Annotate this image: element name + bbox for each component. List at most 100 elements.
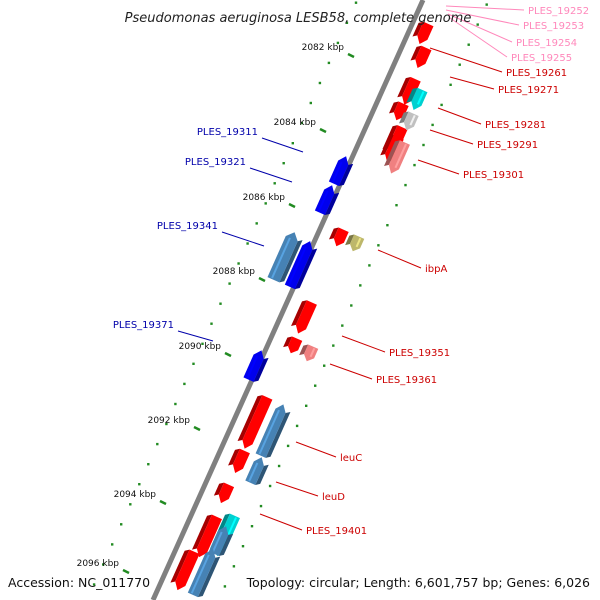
gene-label[interactable]: leuD: [322, 492, 345, 503]
kbp-major-tick: [347, 52, 355, 59]
forward-gene[interactable]: [382, 139, 410, 176]
forward-gene[interactable]: [328, 226, 349, 249]
gene-label[interactable]: leuC: [340, 453, 362, 464]
callout-line: [275, 481, 319, 497]
gene-highlight: [287, 246, 307, 286]
gene-side-face: [329, 227, 339, 240]
tick-dot: [354, 1, 358, 4]
reverse-gene[interactable]: [255, 402, 292, 459]
gene-label[interactable]: PLES_19301: [463, 170, 524, 181]
gene-label[interactable]: PLES_19341: [157, 221, 218, 232]
gene-label[interactable]: PLES_19291: [477, 140, 538, 151]
backbone-layer: [150, 0, 426, 600]
genome-stats-text: Topology: circular; Length: 6,601,757 bp…: [246, 575, 590, 590]
gene-side-face: [253, 357, 269, 382]
gene-highlight: [394, 143, 407, 169]
reverse-gene[interactable]: [314, 183, 341, 217]
tick-dot: [395, 204, 398, 207]
gene-side-face: [410, 45, 422, 61]
gene-layer: [169, 20, 434, 599]
callout-line: [417, 159, 460, 175]
forward-gene[interactable]: [236, 394, 273, 451]
tick-dot: [291, 142, 294, 145]
gene-label[interactable]: PLES_19255: [511, 53, 572, 64]
gene-label[interactable]: ibpA: [425, 264, 447, 275]
forward-gene[interactable]: [411, 20, 434, 46]
kbp-tick-label: 2096 kbp: [77, 559, 120, 569]
accession-text: Accession: NC_011770: [8, 575, 150, 590]
tick-dot: [323, 364, 326, 367]
forward-gene[interactable]: [212, 481, 235, 505]
tick-dot: [318, 81, 322, 85]
kbp-major-tick: [159, 499, 167, 506]
gene-highlight: [271, 237, 291, 279]
gene-label[interactable]: PLES_19261: [506, 68, 567, 79]
tick-dot: [120, 523, 123, 526]
forward-gene[interactable]: [289, 299, 317, 336]
forward-gene[interactable]: [398, 110, 419, 133]
tick-dot: [232, 565, 236, 568]
kbp-tick-label: 2086 kbp: [243, 193, 286, 203]
kbp-major-tick: [288, 202, 296, 209]
tick-dot: [92, 583, 96, 586]
reverse-gene[interactable]: [267, 230, 304, 284]
tick-dot: [282, 162, 285, 165]
gene-highlight: [416, 91, 425, 105]
forward-gene[interactable]: [169, 548, 200, 592]
tick-dot: [223, 585, 227, 588]
tick-dot: [273, 182, 276, 185]
gene-label[interactable]: PLES_19321: [185, 157, 246, 168]
gene-label[interactable]: PLES_19351: [389, 348, 450, 359]
tick-layer: 2082 kbp 2084 kbp 2086 kbp 2088 kbp 2090 kbp…: [77, 1, 488, 588]
tick-dot: [165, 422, 168, 426]
reverse-gene[interactable]: [208, 524, 235, 558]
tick-dot: [341, 324, 344, 327]
forward-gene[interactable]: [226, 447, 250, 475]
tick-dot: [129, 503, 132, 506]
gene-label[interactable]: PLES_19311: [197, 127, 258, 138]
tick-dot: [440, 103, 443, 107]
callout-line: [447, 13, 513, 43]
gene-label[interactable]: PLES_19252: [528, 6, 589, 17]
reverse-gene[interactable]: [284, 239, 319, 291]
gene-label[interactable]: PLES_19253: [523, 21, 584, 32]
gene-label[interactable]: PLES_19254: [516, 38, 577, 49]
gene-label[interactable]: PLES_19271: [498, 85, 559, 96]
gene-side-face: [192, 514, 212, 550]
tick-dot: [368, 264, 371, 267]
gene-highlight: [248, 462, 259, 482]
tick-dot: [305, 404, 308, 407]
reverse-gene[interactable]: [187, 547, 222, 599]
kbp-tick-label: 2090 kbp: [179, 342, 222, 352]
forward-gene[interactable]: [344, 233, 365, 254]
gene-highlight: [355, 237, 362, 248]
kbp-tick-label: 2094 kbp: [114, 490, 157, 500]
gene-highlight: [422, 25, 431, 39]
gene-label[interactable]: PLES_19281: [485, 120, 546, 131]
gene-highlight: [238, 452, 247, 468]
forward-gene[interactable]: [409, 44, 432, 70]
forward-gene[interactable]: [298, 343, 319, 364]
forward-gene[interactable]: [405, 86, 428, 112]
gene-side-face: [380, 134, 394, 156]
reverse-gene[interactable]: [328, 154, 355, 188]
forward-gene[interactable]: [388, 100, 409, 123]
tick-dot: [156, 442, 159, 446]
forward-gene[interactable]: [190, 513, 222, 559]
gene-highlight: [317, 190, 329, 212]
callout-line: [221, 231, 265, 247]
tick-dot: [286, 444, 290, 448]
gene-label[interactable]: PLES_19401: [306, 526, 367, 537]
gene-highlight: [246, 355, 259, 379]
forward-gene[interactable]: [282, 335, 303, 356]
reverse-gene[interactable]: [245, 455, 270, 487]
tick-dot: [138, 483, 141, 486]
gene-side-face: [255, 464, 269, 486]
kbp-tick-label: 2084 kbp: [274, 118, 317, 128]
tick-dot: [377, 244, 380, 247]
gene-side-face: [345, 234, 355, 246]
tick-dot: [259, 504, 263, 508]
reverse-gene[interactable]: [243, 348, 270, 383]
gene-label[interactable]: PLES_19361: [376, 375, 437, 386]
gene-label[interactable]: PLES_19371: [113, 320, 174, 331]
